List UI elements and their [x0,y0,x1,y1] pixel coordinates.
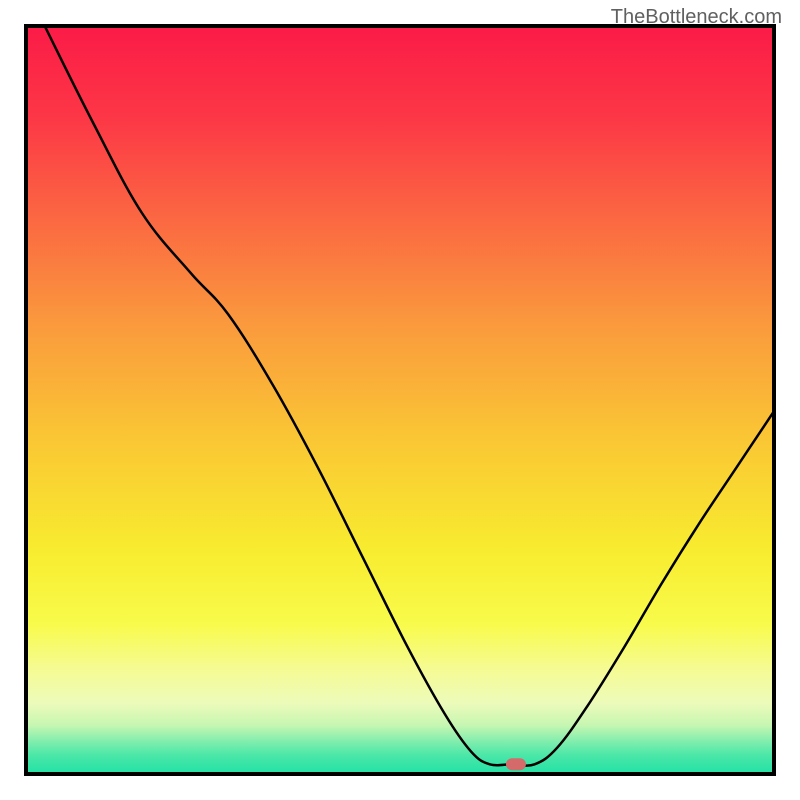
plot-background [26,26,774,774]
min-marker [506,758,526,770]
bottleneck-chart [0,0,800,800]
watermark-text: TheBottleneck.com [611,6,782,29]
chart-container: TheBottleneck.com [0,0,800,800]
